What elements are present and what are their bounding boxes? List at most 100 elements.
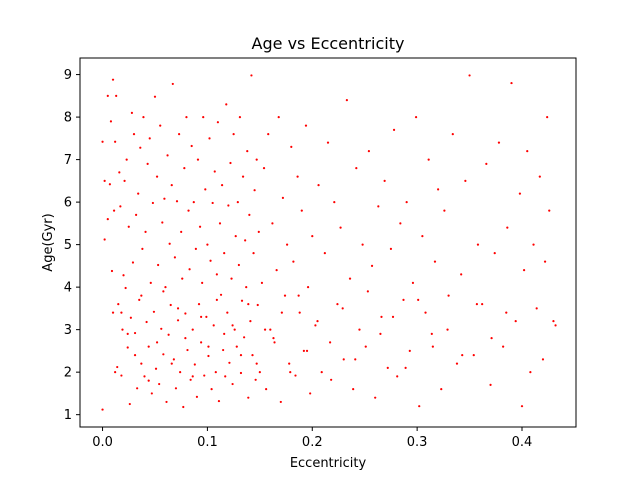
data-point: [149, 281, 152, 284]
data-point: [186, 348, 189, 352]
y-axis-title: Age(Gyr): [41, 213, 56, 271]
data-point: [460, 273, 463, 276]
data-point: [125, 158, 128, 161]
data-point: [481, 303, 484, 306]
data-point: [404, 366, 407, 370]
data-point: [455, 362, 459, 365]
data-point: [535, 307, 538, 310]
data-point: [176, 319, 180, 322]
data-point: [548, 209, 551, 212]
data-point: [155, 175, 159, 178]
x-tick-label: 0.0: [92, 435, 113, 450]
data-point: [181, 277, 184, 280]
data-point: [110, 269, 114, 273]
data-point: [269, 328, 272, 331]
data-point: [529, 371, 532, 374]
data-point: [127, 225, 130, 228]
data-point: [554, 324, 557, 327]
data-point: [433, 260, 437, 263]
x-axis: 0.0 0.1 0.2 0.3 0.4: [92, 427, 532, 450]
data-point: [367, 150, 370, 153]
data-point: [383, 179, 386, 182]
data-point: [137, 192, 140, 195]
y-tick-label: 7: [64, 153, 72, 168]
data-point: [232, 133, 235, 136]
data-point: [461, 354, 464, 357]
data-point: [289, 371, 292, 374]
data-point: [411, 281, 415, 284]
data-point: [167, 333, 170, 336]
data-point: [180, 230, 183, 233]
data-point: [223, 252, 226, 255]
data-point: [185, 115, 188, 119]
data-point: [197, 303, 201, 306]
data-point: [374, 396, 377, 399]
data-point: [161, 221, 164, 224]
data-point: [292, 260, 295, 263]
data-point: [171, 82, 174, 86]
data-point: [111, 311, 115, 314]
data-point: [126, 346, 129, 349]
y-tick-label: 5: [64, 238, 72, 253]
data-point: [497, 141, 501, 144]
data-point: [339, 226, 342, 229]
data-point: [489, 383, 492, 387]
data-point: [391, 315, 395, 318]
data-point: [526, 150, 529, 153]
data-point: [133, 331, 137, 335]
data-point: [187, 209, 190, 212]
data-point: [120, 374, 123, 377]
data-point: [297, 294, 300, 297]
data-point: [155, 341, 159, 344]
data-point: [417, 298, 420, 301]
data-point: [352, 388, 355, 391]
data-point: [317, 184, 320, 187]
data-point: [283, 294, 287, 297]
data-point: [405, 201, 408, 204]
data-point: [254, 378, 257, 381]
y-tick-label: 4: [64, 281, 72, 296]
y-tick-label: 8: [64, 111, 72, 126]
data-point: [248, 213, 251, 216]
data-point: [427, 158, 430, 161]
data-point: [222, 348, 225, 352]
data-point: [224, 375, 227, 378]
data-point: [136, 387, 139, 390]
x-tick-label: 0.3: [407, 435, 428, 450]
data-point: [300, 209, 303, 212]
data-point: [154, 367, 158, 370]
y-tick-label: 1: [64, 408, 72, 423]
data-point: [377, 205, 380, 208]
data-point: [204, 188, 207, 191]
data-point: [166, 154, 169, 157]
data-point: [311, 235, 314, 238]
data-point: [396, 375, 399, 378]
data-point: [196, 158, 200, 161]
data-point: [101, 408, 104, 411]
data-point: [431, 345, 434, 348]
data-point: [237, 263, 240, 267]
x-axis-title: Eccentricity: [290, 456, 367, 471]
data-point: [273, 341, 276, 344]
data-point: [164, 286, 167, 289]
data-point: [175, 200, 179, 203]
plot-frame: [79, 57, 577, 428]
data-point: [182, 405, 185, 409]
data-point: [345, 98, 348, 102]
data-point: [124, 286, 127, 290]
data-point: [256, 303, 259, 307]
data-point: [103, 238, 106, 241]
data-point: [198, 225, 202, 228]
data-point: [430, 332, 433, 335]
data-point: [120, 311, 123, 314]
data-point: [255, 362, 258, 365]
data-point: [133, 354, 137, 357]
data-point: [101, 140, 104, 143]
data-point: [142, 115, 145, 119]
data-point: [246, 150, 249, 153]
data-point: [122, 274, 125, 277]
data-point: [231, 324, 234, 327]
data-point: [144, 230, 147, 233]
data-point: [130, 111, 134, 114]
data-point: [109, 120, 113, 123]
